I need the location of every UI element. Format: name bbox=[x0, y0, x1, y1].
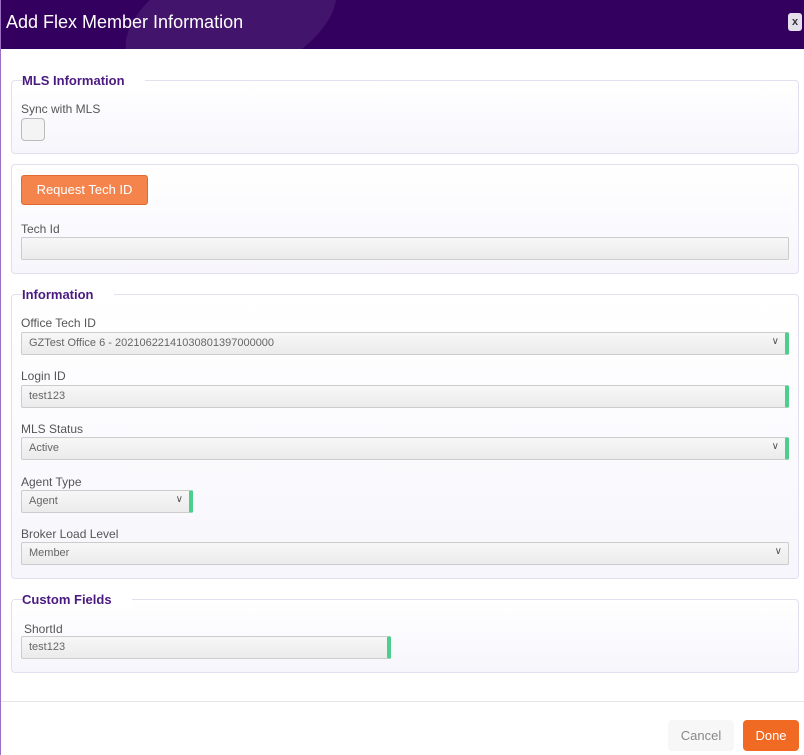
broker-load-level-select[interactable]: Member ∨ bbox=[21, 542, 789, 565]
tech-id-input[interactable] bbox=[21, 237, 789, 260]
section-legend: Information bbox=[22, 287, 114, 302]
dialog-header: Add Flex Member Information x bbox=[1, 0, 804, 49]
chevron-down-icon: ∨ bbox=[771, 441, 779, 452]
chevron-down-icon: ∨ bbox=[771, 336, 779, 347]
select-value: Active bbox=[29, 442, 59, 454]
login-id-label: Login ID bbox=[21, 369, 66, 383]
section-legend: MLS Information bbox=[22, 73, 145, 88]
select-value: GZTest Office 6 - 2021062214103080139700… bbox=[29, 337, 275, 349]
broker-load-level-label: Broker Load Level bbox=[21, 527, 119, 541]
section-legend: Custom Fields bbox=[22, 592, 132, 607]
dialog-title: Add Flex Member Information bbox=[6, 12, 244, 32]
mls-information-section: MLS Information bbox=[11, 73, 799, 154]
chevron-down-icon: ∨ bbox=[774, 546, 782, 557]
agent-type-label: Agent Type bbox=[21, 475, 82, 489]
chevron-down-icon: ∨ bbox=[175, 494, 183, 505]
mls-status-select[interactable]: Active ∨ bbox=[21, 437, 789, 460]
sync-label: Sync with MLS bbox=[21, 102, 101, 116]
sync-with-mls-checkbox[interactable] bbox=[21, 118, 45, 141]
shortid-label: ShortId bbox=[24, 622, 63, 636]
select-value: Agent bbox=[29, 495, 58, 507]
footer-divider bbox=[1, 701, 804, 702]
mls-status-label: MLS Status bbox=[21, 422, 84, 436]
office-tech-id-label: Office Tech ID bbox=[21, 316, 96, 330]
tech-id-label: Tech Id bbox=[21, 222, 60, 236]
done-button[interactable]: Done bbox=[743, 720, 799, 751]
office-tech-id-select[interactable]: GZTest Office 6 - 2021062214103080139700… bbox=[21, 332, 789, 355]
cancel-button[interactable]: Cancel bbox=[668, 720, 734, 751]
close-icon[interactable]: x bbox=[788, 13, 802, 31]
agent-type-select[interactable]: Agent ∨ bbox=[21, 490, 193, 513]
login-id-input[interactable]: test123 bbox=[21, 385, 789, 408]
select-value: Member bbox=[29, 547, 70, 559]
shortid-input[interactable]: test123 bbox=[21, 636, 391, 659]
request-tech-id-button[interactable]: Request Tech ID bbox=[21, 175, 148, 205]
